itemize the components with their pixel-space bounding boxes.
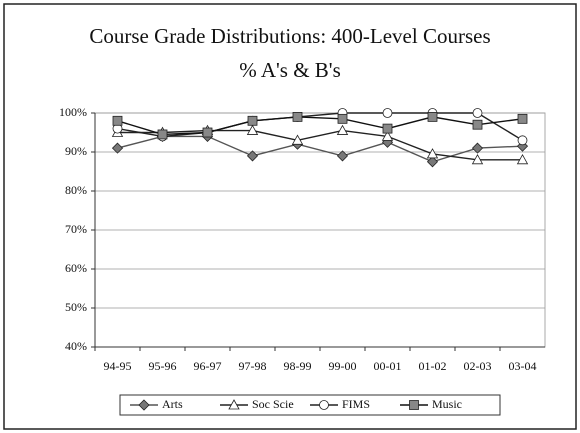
marker [246, 124, 259, 135]
x-tick-label: 00-01 [374, 359, 402, 373]
series-line [117, 129, 523, 161]
marker [382, 123, 393, 134]
legend-label: Music [432, 397, 462, 411]
x-tick-label: 97-98 [239, 359, 267, 373]
chart-frame [3, 3, 577, 430]
chart-title: Course Grade Distributions: 400-Level Co… [89, 24, 490, 48]
marker [517, 113, 528, 124]
marker [426, 156, 439, 168]
marker [471, 142, 484, 154]
marker [409, 400, 419, 410]
marker [319, 400, 329, 410]
marker [336, 124, 349, 135]
x-tick-label: 99-00 [329, 359, 357, 373]
marker [337, 113, 348, 124]
y-tick-label: 50% [65, 300, 87, 314]
y-tick-label: 60% [65, 261, 87, 275]
y-tick-label: 100% [59, 105, 87, 119]
marker [382, 108, 393, 118]
marker [111, 142, 124, 154]
y-tick-label: 90% [65, 144, 87, 158]
x-tick-label: 02-03 [464, 359, 492, 373]
series-line [117, 112, 523, 141]
marker [247, 115, 258, 126]
x-tick-label: 94-95 [104, 359, 132, 373]
marker [138, 399, 150, 411]
marker [472, 108, 483, 118]
marker [202, 127, 213, 138]
x-tick-label: 98-99 [284, 359, 312, 373]
x-tick-label: 03-04 [509, 359, 537, 373]
legend-label: FIMS [342, 397, 370, 411]
chart-subtitle: % A's & B's [239, 58, 341, 82]
y-tick-label: 40% [65, 339, 87, 353]
legend-label: Soc Scie [252, 397, 294, 411]
marker [472, 119, 483, 130]
marker [246, 150, 259, 162]
y-tick-label: 70% [65, 222, 87, 236]
marker [516, 153, 529, 165]
marker [228, 399, 240, 410]
x-tick-label: 95-96 [149, 359, 177, 373]
y-tick-label: 80% [65, 183, 87, 197]
marker [517, 135, 528, 146]
marker [381, 130, 394, 141]
marker [426, 148, 439, 159]
marker [112, 115, 123, 126]
x-tick-label: 01-02 [419, 359, 447, 373]
marker [471, 153, 484, 165]
marker [157, 129, 168, 140]
x-tick-label: 96-97 [194, 359, 222, 373]
series-line [117, 135, 523, 163]
marker [291, 134, 304, 145]
marker [336, 150, 349, 162]
legend-label: Arts [162, 397, 183, 411]
marker [427, 112, 438, 122]
marker [292, 112, 303, 122]
series-line [117, 116, 523, 136]
